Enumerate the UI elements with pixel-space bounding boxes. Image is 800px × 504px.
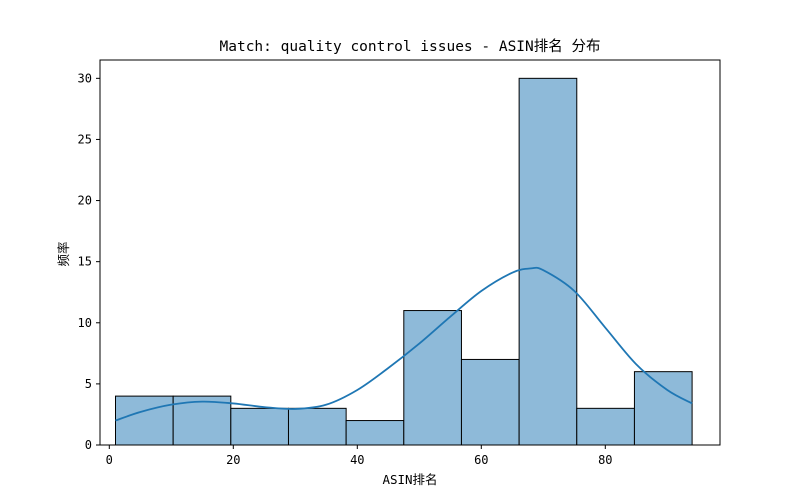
histogram-bar xyxy=(460,358,520,446)
y-tick-label: 15 xyxy=(78,255,92,269)
histogram-bar xyxy=(576,407,635,446)
histogram-bar xyxy=(230,407,289,446)
histogram-bar xyxy=(345,420,405,446)
x-tick-label: 0 xyxy=(106,453,113,467)
y-tick-label: 10 xyxy=(78,316,92,330)
histogram-bar xyxy=(518,77,578,446)
chart-title: Match: quality control issues - ASIN排名 分… xyxy=(220,38,601,55)
y-tick-label: 30 xyxy=(78,71,92,85)
x-tick-label: 80 xyxy=(598,453,612,467)
histogram-bar xyxy=(287,407,347,446)
axes-layer: 0 20 40 60 80 0 5 10 15 20 25 30 xyxy=(78,59,721,467)
histogram-bar xyxy=(172,395,232,446)
histogram-bar xyxy=(403,310,462,446)
y-tick-label: 20 xyxy=(78,194,92,208)
x-tick-label: 40 xyxy=(350,453,364,467)
x-axis-label: ASIN排名 xyxy=(382,472,437,487)
y-tick-label: 25 xyxy=(78,132,92,146)
plot-frame xyxy=(99,59,721,446)
bars-layer xyxy=(115,77,693,446)
kde-layer xyxy=(115,266,693,422)
kde-curve xyxy=(115,266,693,422)
histogram-bar xyxy=(115,395,174,446)
x-tick-label: 20 xyxy=(226,453,240,467)
y-axis-label: 频率 xyxy=(56,241,71,266)
histogram-bar xyxy=(633,371,693,446)
y-tick-label: 5 xyxy=(85,377,92,391)
x-tick-label: 60 xyxy=(474,453,488,467)
y-tick-label: 0 xyxy=(85,438,92,452)
